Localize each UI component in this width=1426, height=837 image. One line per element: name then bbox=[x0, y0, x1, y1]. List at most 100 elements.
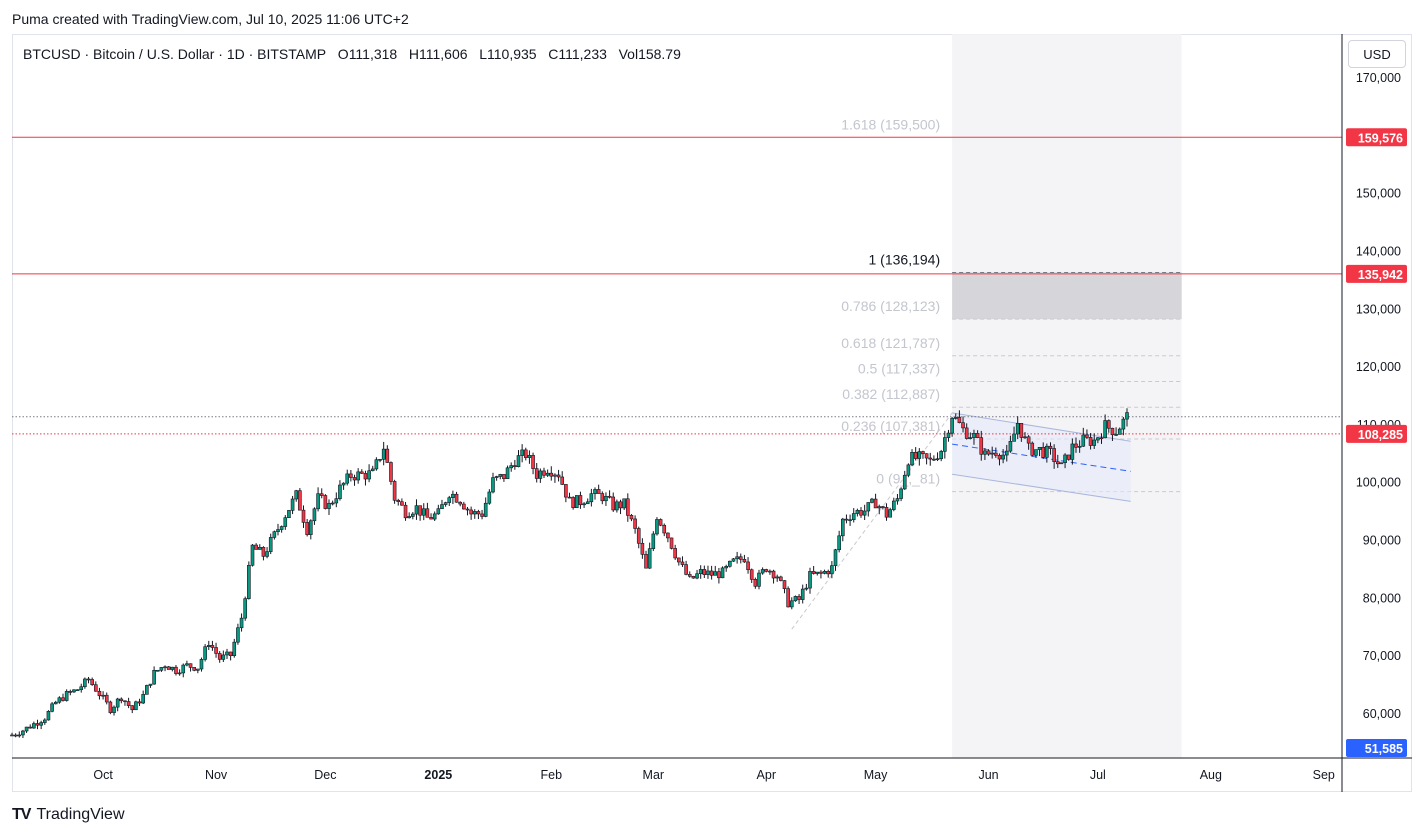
candle bbox=[1114, 427, 1118, 436]
candle bbox=[64, 689, 69, 702]
candle bbox=[655, 517, 659, 536]
candle bbox=[553, 473, 557, 483]
candle bbox=[46, 710, 51, 721]
candle-body bbox=[884, 507, 889, 518]
candle bbox=[502, 474, 506, 482]
candle-body bbox=[662, 524, 667, 534]
symbol-description[interactable]: BTCUSD · Bitcoin / U.S. Dollar · 1D · BI… bbox=[23, 46, 327, 62]
candle bbox=[768, 569, 772, 575]
candle-body bbox=[888, 509, 892, 518]
volume-value: 158.79 bbox=[638, 46, 681, 62]
candle bbox=[888, 507, 892, 518]
candle-body bbox=[319, 493, 324, 496]
fib-trend-line bbox=[791, 412, 953, 630]
price-tick-label: 70,000 bbox=[1363, 649, 1401, 663]
high-value: 111,606 bbox=[419, 46, 468, 62]
candle bbox=[206, 640, 211, 651]
candle-body bbox=[837, 535, 841, 551]
candle bbox=[1074, 437, 1078, 453]
candle-body bbox=[243, 598, 248, 619]
candle-body bbox=[1070, 443, 1075, 460]
candle bbox=[742, 554, 747, 563]
candle-body bbox=[1055, 461, 1060, 465]
candle bbox=[1103, 414, 1107, 439]
candle-body bbox=[968, 437, 973, 439]
candle-body bbox=[50, 703, 54, 712]
candle-body bbox=[848, 519, 852, 521]
candle-body bbox=[1034, 449, 1038, 456]
candle-body bbox=[104, 694, 109, 703]
candle-body bbox=[873, 498, 878, 509]
candle-body bbox=[42, 719, 47, 723]
candle bbox=[571, 496, 575, 510]
candle-body bbox=[159, 667, 164, 671]
candle bbox=[957, 410, 962, 424]
candle-body bbox=[833, 549, 838, 566]
close-label: C bbox=[548, 46, 559, 62]
candle bbox=[677, 557, 681, 566]
tradingview-brand[interactable]: TV TradingView bbox=[12, 806, 125, 824]
candle-body bbox=[163, 666, 167, 669]
candle bbox=[1117, 427, 1122, 435]
candle bbox=[83, 677, 87, 689]
candle bbox=[312, 507, 317, 525]
candle-body bbox=[622, 498, 626, 509]
candle-body bbox=[1103, 420, 1107, 439]
candle bbox=[604, 492, 608, 506]
candle-body bbox=[895, 498, 900, 502]
fib-extension-background bbox=[952, 34, 1182, 758]
candle-body bbox=[1019, 423, 1024, 438]
fib-level-label: 0.382 (112,887) bbox=[842, 386, 940, 402]
candle bbox=[972, 429, 976, 445]
candle bbox=[123, 700, 127, 706]
candle-body bbox=[61, 697, 65, 701]
candle-body bbox=[1063, 454, 1067, 464]
candle-body bbox=[1099, 437, 1104, 440]
candle-body bbox=[75, 689, 80, 691]
candle bbox=[276, 523, 280, 536]
candle bbox=[808, 567, 812, 594]
candle bbox=[1055, 454, 1060, 468]
candle-body bbox=[214, 647, 218, 654]
candle bbox=[1037, 446, 1042, 457]
candle bbox=[906, 463, 911, 478]
candle bbox=[837, 530, 841, 553]
candle-body bbox=[859, 510, 863, 516]
candle bbox=[203, 644, 207, 662]
candle-body bbox=[225, 651, 229, 656]
candle-body bbox=[808, 571, 812, 589]
candle bbox=[979, 430, 984, 461]
time-tick-label: Apr bbox=[757, 768, 776, 782]
candle-body bbox=[123, 700, 127, 703]
candle bbox=[104, 692, 109, 705]
candle bbox=[556, 469, 561, 482]
candle bbox=[545, 469, 550, 477]
candle-body bbox=[174, 666, 178, 674]
candle-body bbox=[24, 726, 29, 732]
candle-body bbox=[145, 685, 149, 695]
candle-body bbox=[407, 516, 411, 519]
candle-body bbox=[345, 473, 350, 484]
candle bbox=[90, 677, 94, 686]
candle bbox=[840, 517, 845, 542]
candle bbox=[141, 690, 145, 705]
candle bbox=[830, 561, 834, 579]
candle bbox=[13, 733, 18, 738]
candle-body bbox=[943, 437, 947, 452]
candle-body bbox=[199, 659, 204, 670]
candle bbox=[636, 526, 641, 549]
candle-body bbox=[1030, 442, 1035, 456]
candle-body bbox=[101, 694, 105, 697]
candle bbox=[287, 510, 291, 519]
candle bbox=[228, 651, 233, 661]
candle bbox=[323, 494, 328, 510]
currency-button[interactable]: USD bbox=[1348, 40, 1406, 68]
candle-body bbox=[1125, 412, 1129, 420]
candle-body bbox=[192, 667, 196, 671]
candle-body bbox=[1008, 441, 1013, 452]
candle-body bbox=[403, 504, 408, 519]
candle bbox=[1023, 432, 1027, 439]
candle bbox=[301, 505, 306, 528]
candle-body bbox=[855, 510, 860, 514]
